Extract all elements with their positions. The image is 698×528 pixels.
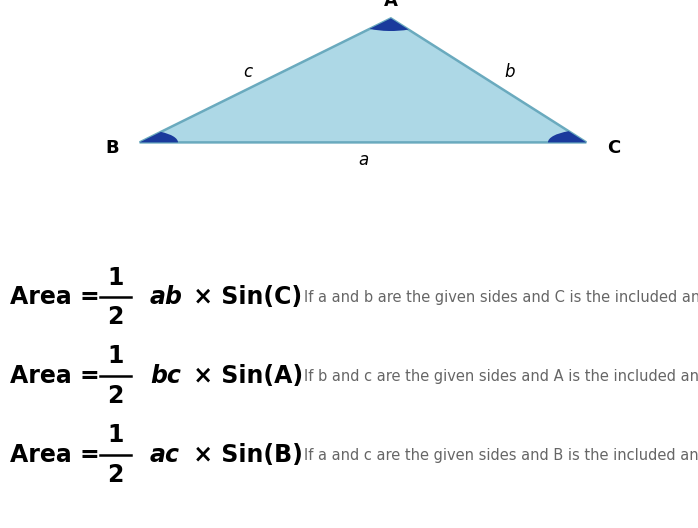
Text: ab: ab [150, 285, 183, 309]
Text: a: a [358, 150, 368, 168]
Text: A: A [384, 0, 398, 11]
Text: 1: 1 [107, 344, 124, 369]
Wedge shape [369, 18, 408, 31]
Text: If a and c are the given sides and B is the included angle: If a and c are the given sides and B is … [304, 448, 698, 463]
Wedge shape [140, 132, 178, 143]
Text: c: c [243, 63, 253, 81]
Text: If b and c are the given sides and A is the included angle: If b and c are the given sides and A is … [304, 369, 698, 384]
Text: B: B [105, 139, 119, 157]
Text: 2: 2 [107, 463, 124, 487]
Text: C: C [607, 139, 621, 157]
Text: 1: 1 [107, 266, 124, 289]
Text: 2: 2 [107, 305, 124, 329]
Text: Area =: Area = [10, 443, 108, 467]
Text: ac: ac [150, 443, 180, 467]
Text: bc: bc [150, 364, 181, 388]
Text: 1: 1 [107, 423, 124, 447]
Text: × Sin(A): × Sin(A) [185, 364, 303, 388]
Wedge shape [548, 131, 586, 143]
Text: × Sin(B): × Sin(B) [185, 443, 303, 467]
Text: Area =: Area = [10, 364, 108, 388]
Text: b: b [504, 63, 515, 81]
Polygon shape [140, 18, 586, 143]
Text: Area =: Area = [10, 285, 108, 309]
Text: If a and b are the given sides and C is the included angle: If a and b are the given sides and C is … [304, 290, 698, 305]
Text: 2: 2 [107, 384, 124, 408]
Text: × Sin(C): × Sin(C) [185, 285, 302, 309]
